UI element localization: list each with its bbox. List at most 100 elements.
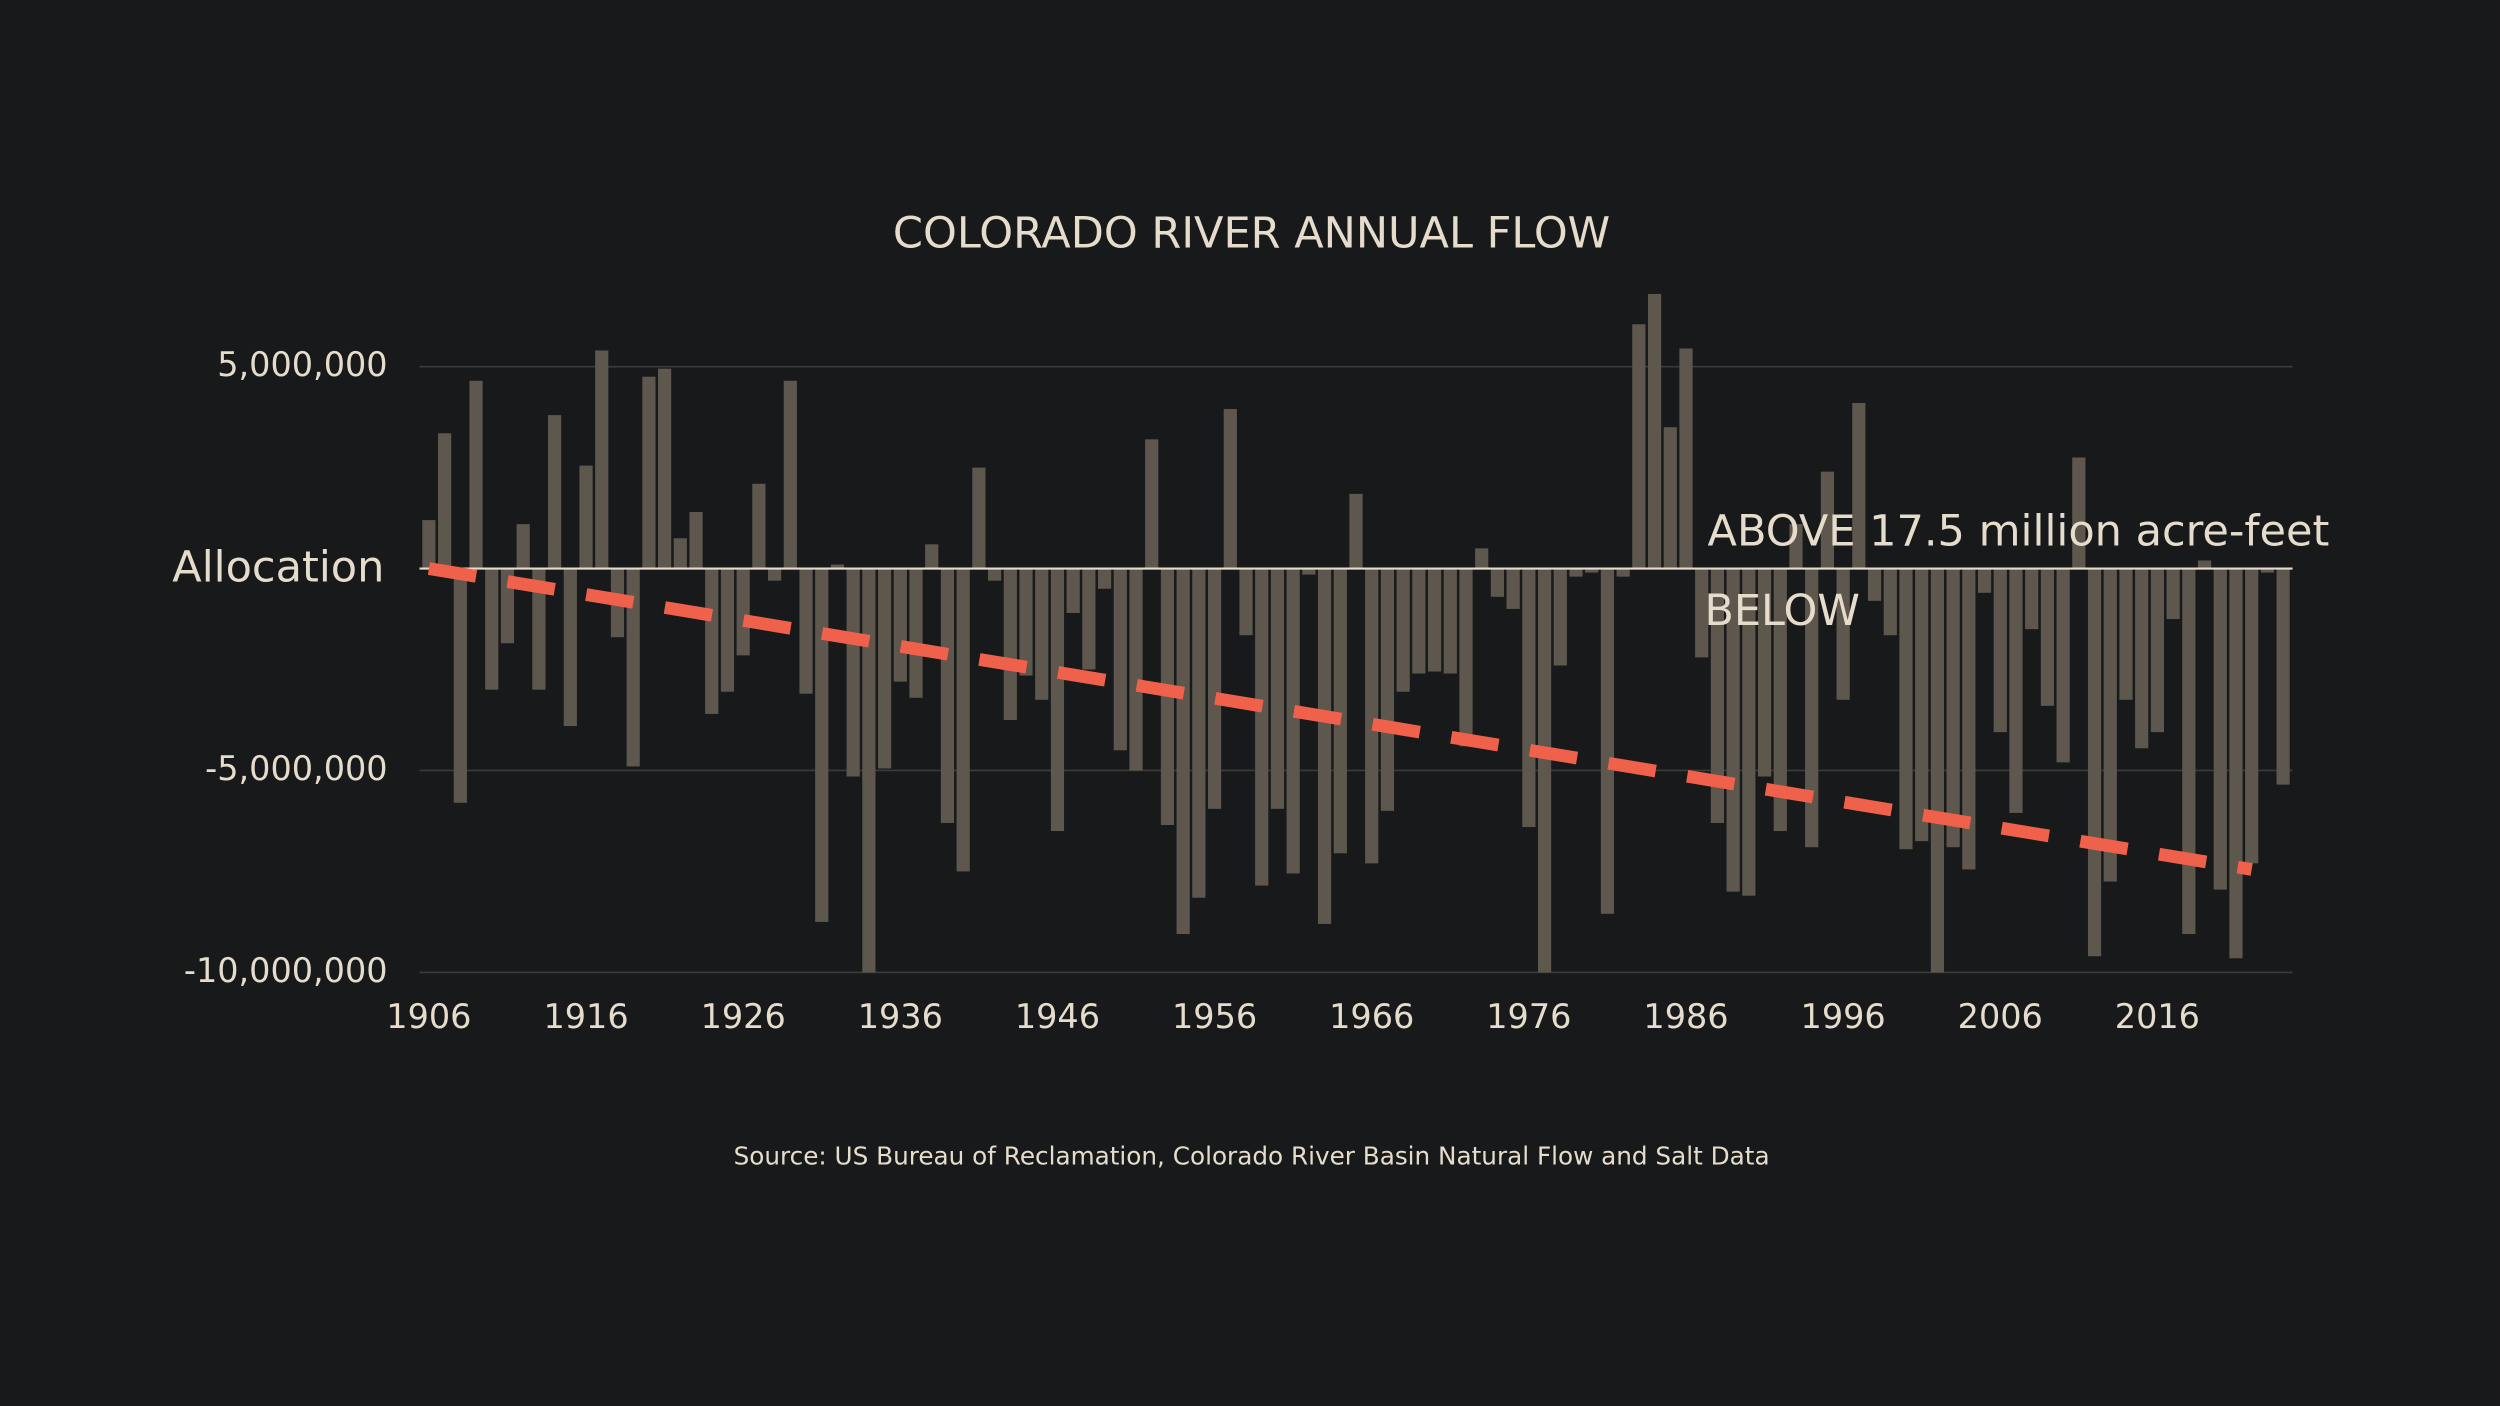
bar [2025,568,2039,630]
x-tick-label: 1966 [1329,997,1414,1036]
bar [1852,402,1866,569]
bar [1176,568,1190,935]
bar [909,568,923,698]
bar [1506,568,1520,609]
y-tick-label: 5,000,000 [217,345,387,384]
bar [1223,409,1237,569]
bar [1412,568,1426,674]
bar [2056,568,2070,763]
bar [532,568,546,690]
bar [1239,568,1253,636]
bar [2245,568,2259,864]
bar [469,380,483,569]
bar [453,568,467,803]
bar [2087,568,2102,957]
bar [1333,568,1347,854]
x-tick-label: 1996 [1801,997,1886,1036]
bar [783,380,797,569]
bar [689,512,703,569]
bar [2197,560,2212,569]
bar [642,376,656,569]
bar [1710,568,1725,823]
bar [1663,427,1677,569]
bar [1349,493,1363,569]
bar [2213,568,2227,890]
bar [736,568,750,656]
bar [1647,293,1662,569]
bar [972,467,986,569]
bar [846,568,860,777]
bar [1396,568,1410,692]
bar [1035,568,1049,700]
bar [1836,568,1850,700]
bar [1695,568,1709,658]
bar [1742,568,1756,896]
x-tick-label: 1926 [701,997,786,1036]
bar [516,524,530,569]
bar [862,568,876,973]
bar [2276,568,2290,785]
bar [658,368,672,569]
x-tick-label: 1916 [543,997,628,1036]
bar [2135,568,2149,749]
bar [548,415,562,569]
bar [1915,568,1929,842]
bar [1977,568,1992,593]
bar [1317,568,1332,924]
bar [877,568,892,769]
bar [1757,568,1772,777]
x-tick-label: 2006 [1958,997,2043,1036]
bar [1569,568,1583,577]
bar [1270,568,1285,809]
x-tick-label: 1986 [1643,997,1728,1036]
bar [2103,568,2117,882]
bar [940,568,955,823]
x-tick-label: 1946 [1015,997,1100,1036]
bar [1789,524,1803,569]
bar [1192,568,1206,898]
bar [1773,568,1787,832]
bar [830,564,845,569]
below-annotation: BELOW [1704,586,1860,636]
bar [1019,568,1033,676]
bar [563,568,577,727]
bar [987,568,1002,581]
bar [1113,568,1127,751]
bar [1805,568,1819,848]
bar [1820,471,1835,569]
bar [1553,568,1567,666]
x-tick-label: 1976 [1486,997,1571,1036]
x-tick-label: 1936 [858,997,943,1036]
bar [1946,568,1960,848]
bar [956,568,970,872]
x-tick-label: 2016 [2115,997,2200,1036]
bar [1082,568,1096,670]
bar [1145,439,1159,569]
bar [1537,568,1552,973]
bar [1459,568,1473,747]
bar [1380,568,1395,811]
bar [893,568,907,682]
bar [752,483,766,569]
bar [2182,568,2196,935]
bar [1286,568,1300,874]
bar [673,538,687,569]
bar [1207,568,1222,809]
chart-title: COLORADO RIVER ANNUAL FLOW [893,208,1610,258]
bar [768,568,782,581]
bar [422,520,436,569]
bar [2150,568,2165,733]
bar [1097,568,1112,589]
bar [815,568,829,922]
bar [1679,348,1693,569]
bar [2260,568,2275,573]
bar [2119,568,2133,700]
bar [1129,568,1143,771]
y-tick-label: -5,000,000 [205,749,387,788]
bar [925,544,939,569]
bar [1050,568,1065,832]
bar [626,568,640,767]
bar [2229,568,2243,959]
